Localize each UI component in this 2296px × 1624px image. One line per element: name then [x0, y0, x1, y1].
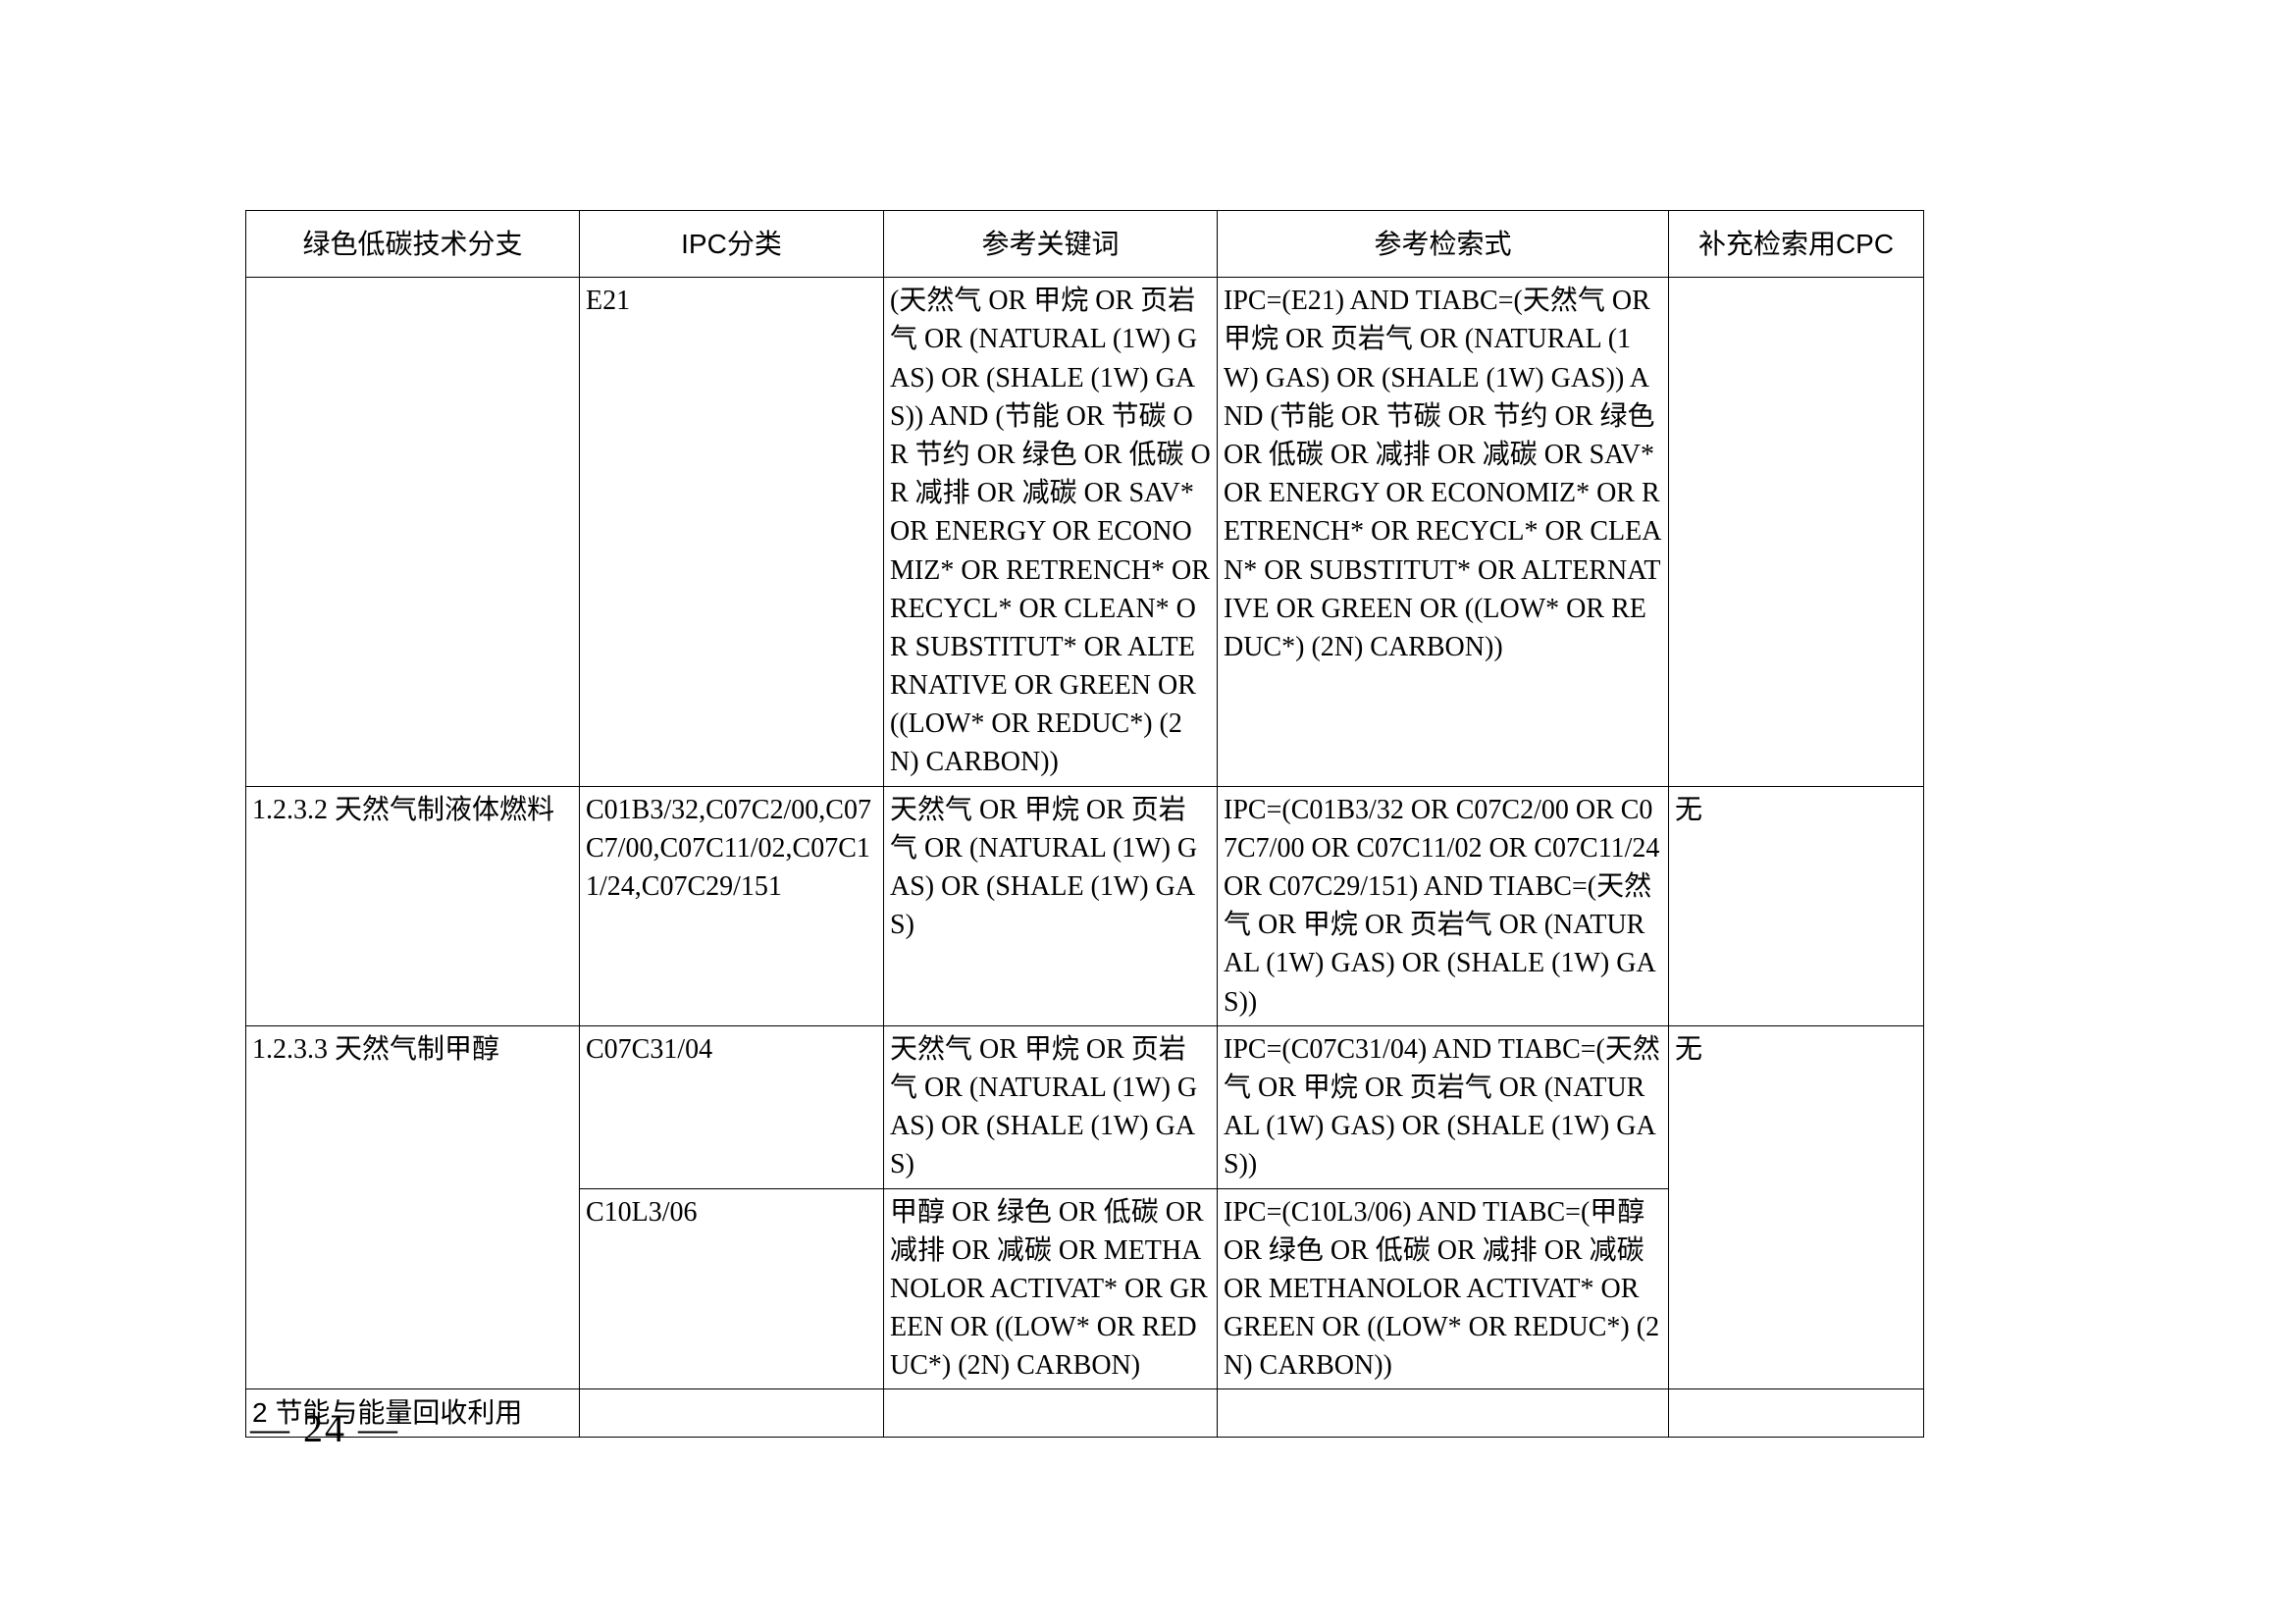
cell-keywords — [884, 1389, 1218, 1437]
cell-branch — [246, 278, 580, 786]
header-branch: 绿色低碳技术分支 — [246, 211, 580, 278]
cell-search: IPC=(C01B3/32 OR C07C2/00 OR C07C7/00 OR… — [1218, 786, 1669, 1025]
cell-search: IPC=(C07C31/04) AND TIABC=(天然气 OR 甲烷 OR … — [1218, 1025, 1669, 1188]
table-row: E21 (天然气 OR 甲烷 OR 页岩气 OR (NATURAL (1W) G… — [246, 278, 1924, 786]
classification-table: 绿色低碳技术分支 IPC分类 参考关键词 参考检索式 补充检索用CPC E21 … — [245, 210, 1924, 1438]
cell-search: IPC=(C10L3/06) AND TIABC=(甲醇 OR 绿色 OR 低碳… — [1218, 1188, 1669, 1389]
header-ipc: IPC分类 — [580, 211, 884, 278]
cell-keywords: (天然气 OR 甲烷 OR 页岩气 OR (NATURAL (1W) GAS) … — [884, 278, 1218, 786]
table-row: 1.2.3.2 天然气制液体燃料 C01B3/32,C07C2/00,C07C7… — [246, 786, 1924, 1025]
cell-branch: 1.2.3.2 天然气制液体燃料 — [246, 786, 580, 1025]
cell-keywords: 天然气 OR 甲烷 OR 页岩气 OR (NATURAL (1W) GAS) O… — [884, 1025, 1218, 1188]
header-search: 参考检索式 — [1218, 211, 1669, 278]
cell-cpc — [1669, 278, 1924, 786]
cell-ipc — [580, 1389, 884, 1437]
table-row: 2 节能与能量回收利用 — [246, 1389, 1924, 1437]
page-container: 绿色低碳技术分支 IPC分类 参考关键词 参考检索式 补充检索用CPC E21 … — [0, 0, 2296, 1624]
cell-keywords: 天然气 OR 甲烷 OR 页岩气 OR (NATURAL (1W) GAS) O… — [884, 786, 1218, 1025]
cell-cpc: 无 — [1669, 786, 1924, 1025]
header-keywords: 参考关键词 — [884, 211, 1218, 278]
cell-branch: 1.2.3.3 天然气制甲醇 — [246, 1025, 580, 1389]
cell-ipc: E21 — [580, 278, 884, 786]
page-number: — 24 — — [250, 1405, 399, 1451]
cell-search: IPC=(E21) AND TIABC=(天然气 OR 甲烷 OR 页岩气 OR… — [1218, 278, 1669, 786]
cell-keywords: 甲醇 OR 绿色 OR 低碳 OR 减排 OR 减碳 OR METHANOLOR… — [884, 1188, 1218, 1389]
cell-ipc: C10L3/06 — [580, 1188, 884, 1389]
cell-cpc: 无 — [1669, 1025, 1924, 1389]
cell-ipc: C07C31/04 — [580, 1025, 884, 1188]
table-row: 1.2.3.3 天然气制甲醇 C07C31/04 天然气 OR 甲烷 OR 页岩… — [246, 1025, 1924, 1188]
cell-ipc: C01B3/32,C07C2/00,C07C7/00,C07C11/02,C07… — [580, 786, 884, 1025]
cell-cpc — [1669, 1389, 1924, 1437]
table-header-row: 绿色低碳技术分支 IPC分类 参考关键词 参考检索式 补充检索用CPC — [246, 211, 1924, 278]
cell-search — [1218, 1389, 1669, 1437]
header-cpc: 补充检索用CPC — [1669, 211, 1924, 278]
